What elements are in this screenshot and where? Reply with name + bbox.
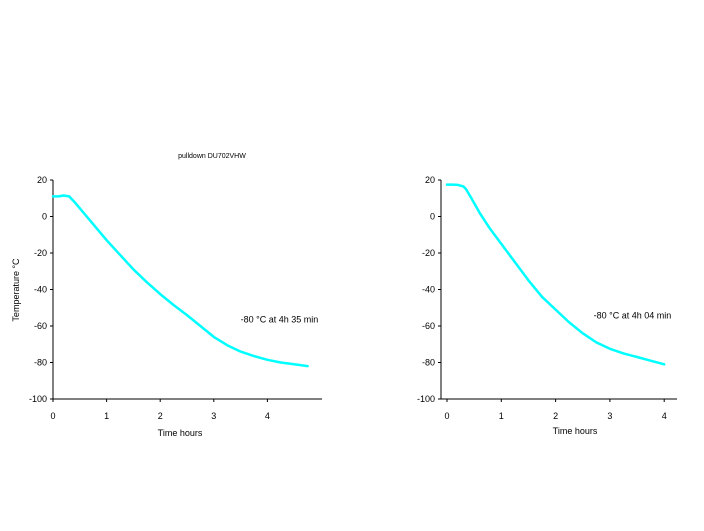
annotation: -80 °C at 4h 35 min <box>241 314 319 324</box>
x-tick-label: 3 <box>607 411 612 421</box>
y-axis-label: Temperature °C <box>11 258 21 322</box>
y-tick-label: -60 <box>422 321 435 331</box>
y-tick-label: -80 <box>34 358 47 368</box>
y-tick-label: 20 <box>37 175 47 185</box>
y-tick-label: -100 <box>29 394 47 404</box>
chart-right: 20 0 -20 -40 -60 -80 -100 0 1 2 3 4 Time hours -80 … <box>417 175 677 436</box>
x-tick-label: 1 <box>104 411 109 421</box>
x-tick-label: 4 <box>662 411 667 421</box>
temperature-curve <box>445 183 666 366</box>
x-tick-label: 1 <box>499 411 504 421</box>
y-tick-label: -60 <box>34 321 47 331</box>
axes: 20 0 -20 -40 -60 -80 -100 0 1 2 3 4 <box>417 175 677 421</box>
y-tick-label: -40 <box>422 285 435 295</box>
y-tick-label: -20 <box>422 248 435 258</box>
chart-title: pulldown DU702VHW <box>178 153 246 160</box>
y-tick-label: -100 <box>417 394 435 404</box>
x-tick-label: 2 <box>158 411 163 421</box>
y-tick-label: 0 <box>42 212 47 222</box>
x-tick-label: 4 <box>265 411 270 421</box>
y-tick-label: 20 <box>425 175 435 185</box>
annotation: -80 °C at 4h 04 min <box>594 311 672 321</box>
y-tick-label: -40 <box>34 285 47 295</box>
x-tick-label: 0 <box>444 411 449 421</box>
y-tick-label: -80 <box>422 358 435 368</box>
x-tick-label: 0 <box>50 411 55 421</box>
temperature-curve <box>51 194 309 368</box>
y-tick-label: 0 <box>430 212 435 222</box>
y-tick-label: -20 <box>34 248 47 258</box>
x-tick-label: 2 <box>553 411 558 421</box>
x-axis-label: Time hours <box>158 428 203 438</box>
x-tick-label: 3 <box>211 411 216 421</box>
x-axis-label: Time hours <box>553 426 598 436</box>
